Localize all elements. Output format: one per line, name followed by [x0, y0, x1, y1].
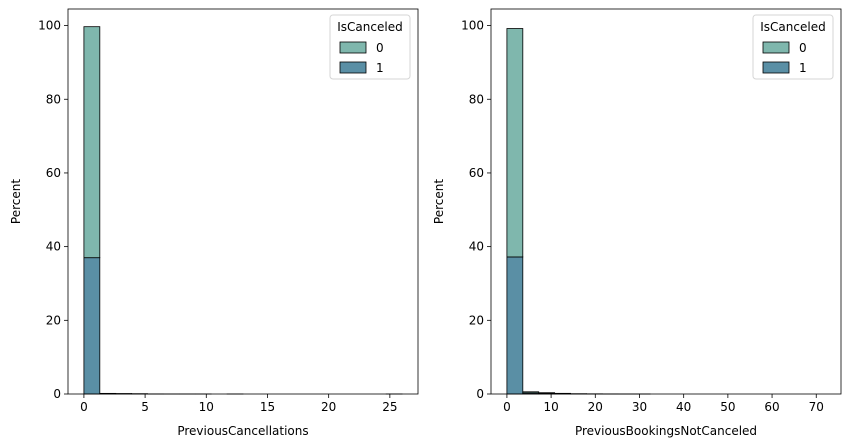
x-tick-label: 10: [199, 400, 214, 414]
bar-series-0-bin-1: [522, 391, 540, 394]
y-axis-ticks: 0 20 40 60 80 100: [461, 19, 491, 401]
x-tick-label: 30: [632, 400, 647, 414]
x-axis-ticks: 0 10 20 30 40 50 60 70: [503, 394, 824, 414]
x-tick-label: 0: [80, 400, 88, 414]
y-tick-label: 40: [46, 240, 61, 254]
x-tick-label: 5: [141, 400, 149, 414]
bar-series-0-bin-0: [83, 26, 101, 259]
legend-label-1: 1: [376, 61, 384, 75]
bar-series-1-bin-0: [83, 257, 101, 395]
plot-frame: [490, 8, 842, 395]
x-tick-label: 70: [809, 400, 824, 414]
bar-series-1-bin-0: [506, 256, 524, 395]
legend-title: IsCanceled: [760, 20, 825, 34]
y-tick-label: 20: [46, 313, 61, 327]
x-tick-label: 15: [260, 400, 275, 414]
y-tick-label: 40: [469, 240, 484, 254]
legend: IsCanceled 0 1: [329, 14, 411, 80]
y-tick-label: 100: [461, 19, 484, 33]
legend-label-1: 1: [799, 61, 807, 75]
legend-label-0: 0: [376, 41, 384, 55]
y-tick-label: 60: [46, 166, 61, 180]
x-axis-label: PreviousBookingsNotCanceled: [575, 424, 757, 438]
x-tick-label: 60: [764, 400, 779, 414]
legend-swatch-1: [762, 61, 790, 74]
x-tick-label: 25: [382, 400, 397, 414]
x-tick-label: 20: [588, 400, 603, 414]
legend-swatch-1: [339, 61, 367, 74]
plot-frame: [67, 8, 419, 395]
y-tick-label: 0: [476, 387, 484, 401]
legend-swatch-0: [762, 41, 790, 54]
bars: [506, 28, 651, 395]
y-tick-label: 100: [38, 19, 61, 33]
x-tick-label: 0: [503, 400, 511, 414]
y-tick-label: 20: [469, 313, 484, 327]
bar-series-0-bin-2: [538, 392, 556, 394]
y-tick-label: 0: [53, 387, 61, 401]
legend: IsCanceled 0 1: [752, 14, 834, 80]
y-axis-ticks: 0 20 40 60 80 100: [38, 19, 68, 401]
y-axis-label: Percent: [432, 179, 446, 224]
legend-label-0: 0: [799, 41, 807, 55]
legend-swatch-0: [339, 41, 367, 54]
x-axis-label: PreviousCancellations: [177, 424, 308, 438]
x-tick-label: 40: [676, 400, 691, 414]
bars: [83, 26, 403, 395]
y-tick-label: 80: [469, 92, 484, 106]
x-tick-label: 20: [321, 400, 336, 414]
x-axis-ticks: 0 5 10 15 20 25: [80, 394, 397, 414]
x-tick-label: 50: [720, 400, 735, 414]
legend-title: IsCanceled: [337, 20, 402, 34]
x-tick-label: 10: [543, 400, 558, 414]
bar-series-0-bin-0: [506, 28, 524, 258]
y-axis-label: Percent: [9, 179, 23, 224]
y-tick-label: 80: [46, 92, 61, 106]
y-tick-label: 60: [469, 166, 484, 180]
